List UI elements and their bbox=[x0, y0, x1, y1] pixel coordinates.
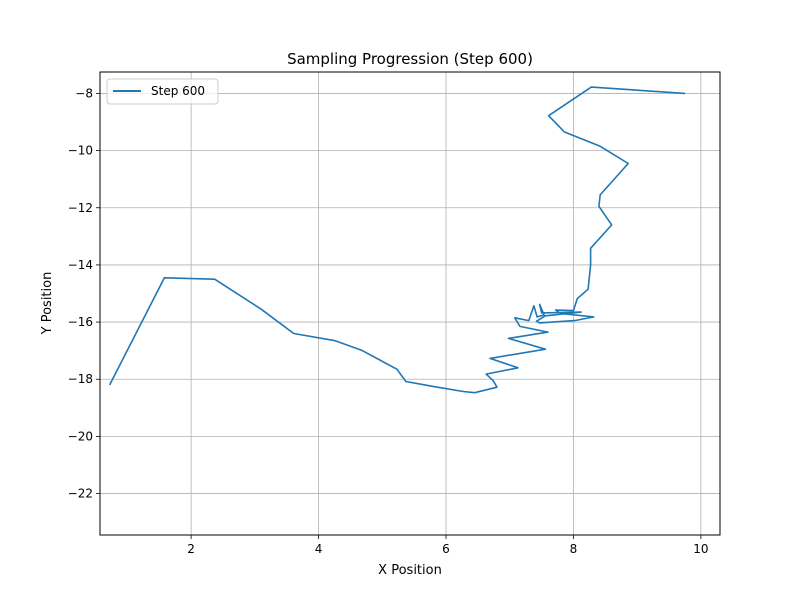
gridlines bbox=[100, 72, 720, 535]
y-tick-label: −10 bbox=[68, 144, 93, 158]
x-tick-label: 10 bbox=[693, 542, 708, 556]
y-tick-label: −20 bbox=[68, 429, 93, 443]
y-tick-label: −22 bbox=[68, 487, 93, 501]
series-line-step-600 bbox=[108, 86, 686, 394]
y-tick-label: −8 bbox=[75, 86, 93, 100]
legend-label-step-600: Step 600 bbox=[151, 84, 205, 98]
plot-frame bbox=[99, 71, 721, 536]
y-tick-label: −12 bbox=[68, 201, 93, 215]
y-axis-label: Y Position bbox=[40, 272, 55, 336]
axis-ticks: 2 4 6 8 10 −22 −20 −18 −16 −14 −12 −10 −8 bbox=[68, 86, 709, 556]
x-tick-label: 4 bbox=[315, 542, 323, 556]
x-tick-label: 6 bbox=[442, 542, 450, 556]
x-tick-label: 2 bbox=[187, 542, 195, 556]
y-tick-label: −16 bbox=[68, 315, 93, 329]
legend: Step 600 bbox=[106, 78, 219, 105]
y-tick-label: −14 bbox=[68, 258, 93, 272]
legend-box bbox=[106, 78, 219, 105]
series-layer bbox=[108, 86, 686, 394]
x-tick-label: 8 bbox=[570, 542, 578, 556]
x-axis-label: X Position bbox=[378, 563, 442, 578]
y-tick-label: −18 bbox=[68, 372, 93, 386]
chart-title: Sampling Progression (Step 600) bbox=[287, 50, 533, 68]
